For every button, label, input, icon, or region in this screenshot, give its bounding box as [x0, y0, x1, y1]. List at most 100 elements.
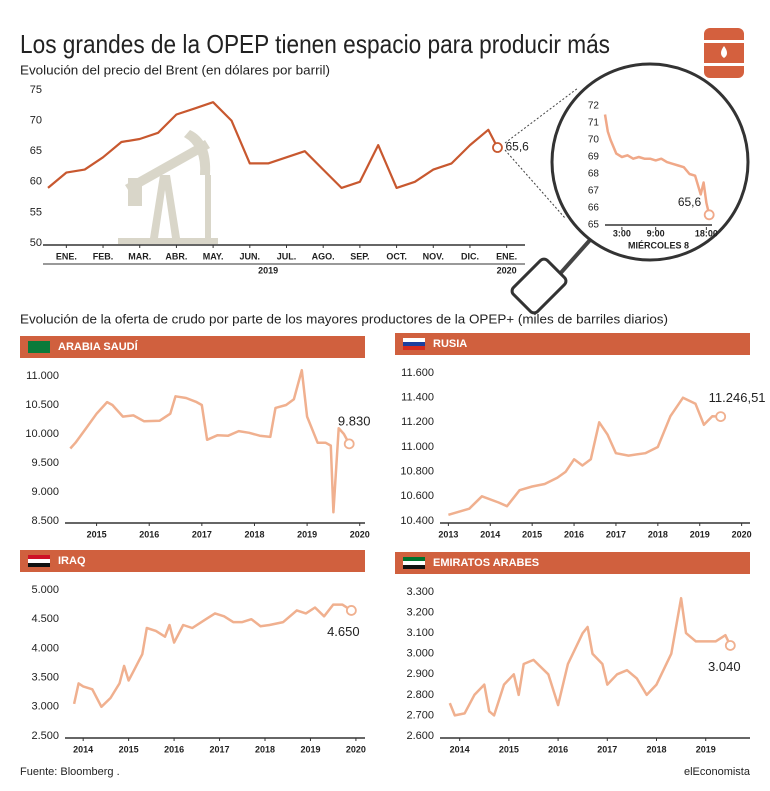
x-tick-label: AGO.	[312, 251, 335, 261]
y-tick-label: 70	[588, 135, 600, 146]
panel-title: ARABIA SAUDÍ	[58, 340, 139, 353]
year-label: 2020	[497, 265, 517, 275]
y-tick-label: 4.500	[31, 613, 59, 625]
end-point	[715, 411, 727, 422]
end-label: 3.040	[708, 659, 741, 674]
y-tick-label: 67	[588, 186, 600, 197]
y-tick-label: 4.000	[31, 642, 59, 654]
end-point	[492, 142, 503, 153]
year-label: 2019	[258, 265, 278, 275]
x-tick-label: OCT.	[386, 251, 407, 261]
x-tick-label: FEB.	[93, 251, 114, 261]
y-tick-label: 10.800	[400, 466, 434, 478]
flag	[403, 338, 425, 342]
x-tick-label: MAR.	[128, 251, 151, 261]
y-tick-label: 10.000	[25, 428, 59, 440]
panel-title: IRAQ	[58, 555, 86, 567]
y-tick-label: 10.400	[400, 515, 434, 527]
panel-header	[20, 550, 365, 572]
x-tick-label: MAY.	[203, 251, 224, 261]
data-line	[448, 396, 721, 516]
flag	[28, 563, 50, 567]
end-label: 4.650	[327, 624, 360, 639]
x-axis-label: MIÉRCOLES 8	[628, 240, 689, 250]
x-tick-label: 2020	[732, 529, 752, 539]
flag	[28, 341, 50, 345]
source: Fuente: Bloomberg .	[20, 766, 120, 778]
x-tick-label: 2013	[438, 529, 458, 539]
y-tick-label: 11.000	[26, 370, 59, 382]
x-tick-label: DIC.	[461, 251, 479, 261]
x-tick-label: 2016	[139, 529, 159, 539]
y-tick-label: 11.200	[401, 416, 434, 428]
y-tick-label: 65	[588, 220, 600, 231]
x-tick-label: 9:00	[647, 228, 665, 238]
data-line	[603, 114, 711, 216]
y-tick-label: 3.500	[31, 672, 59, 684]
x-tick-label: NOV.	[423, 251, 444, 261]
y-tick-label: 65	[30, 145, 42, 157]
pump-jack	[118, 130, 218, 244]
y-tick-label: 66	[588, 203, 600, 214]
x-tick-label: 2019	[297, 529, 317, 539]
data-line	[69, 368, 351, 514]
flag	[403, 561, 425, 565]
x-tick-label: 2017	[606, 529, 626, 539]
y-tick-label: 70	[30, 115, 42, 127]
x-tick-label: 2017	[597, 744, 617, 754]
x-tick-label: SEP.	[350, 251, 369, 261]
x-tick-label: 2014	[73, 744, 93, 754]
x-tick-label: ENE.	[496, 251, 517, 261]
x-tick-label: 2014	[450, 744, 470, 754]
x-tick-label: 2018	[646, 744, 666, 754]
x-tick-label: 2014	[480, 529, 500, 539]
subtitle: Evolución del precio del Brent (en dólar…	[20, 62, 330, 77]
x-tick-label: 2018	[255, 744, 275, 754]
end-point	[724, 640, 736, 651]
y-tick-label: 75	[30, 84, 42, 96]
panel-header	[20, 336, 365, 358]
x-tick-label: ENE.	[56, 251, 77, 261]
x-tick-label: 2017	[210, 744, 230, 754]
x-tick-label: 3:00	[613, 228, 631, 238]
magnifier	[510, 62, 750, 315]
x-tick-label: 2016	[164, 744, 184, 754]
zoom-line	[504, 149, 566, 219]
y-tick-label: 2.500	[31, 730, 59, 742]
flag	[403, 346, 425, 350]
data-line	[72, 603, 353, 709]
y-tick-label: 8.500	[31, 515, 59, 527]
data-line	[448, 596, 732, 717]
end-label: 9.830	[338, 413, 371, 428]
y-tick-label: 2.700	[406, 709, 434, 721]
end-point	[703, 209, 715, 221]
barrel-icon	[704, 28, 744, 78]
y-tick-label: 50	[30, 237, 42, 249]
y-tick-label: 68	[588, 169, 600, 180]
y-tick-label: 3.200	[406, 606, 434, 618]
y-tick-label: 11.000	[401, 441, 434, 453]
flag	[28, 345, 50, 349]
y-tick-label: 2.800	[406, 689, 434, 701]
x-tick-label: 2019	[690, 529, 710, 539]
x-tick-label: 2019	[300, 744, 320, 754]
y-tick-label: 9.500	[31, 457, 59, 469]
x-tick-label: 2020	[346, 744, 366, 754]
y-tick-label: 2.900	[406, 668, 434, 680]
y-tick-label: 9.000	[31, 486, 59, 498]
flag	[28, 559, 50, 563]
y-tick-label: 11.400	[401, 392, 434, 404]
panel-header	[395, 333, 750, 355]
x-tick-label: 2020	[350, 529, 370, 539]
x-tick-label: JUN.	[240, 251, 261, 261]
data-line	[47, 101, 499, 189]
y-tick-label: 10.500	[25, 399, 59, 411]
x-tick-label: 2019	[696, 744, 716, 754]
x-tick-label: 2018	[648, 529, 668, 539]
panel-title: RUSIA	[433, 338, 467, 350]
flag	[28, 555, 50, 559]
end-label: 65,6	[678, 195, 702, 209]
x-tick-label: ABR.	[165, 251, 187, 261]
y-tick-label: 11.600	[401, 367, 434, 379]
